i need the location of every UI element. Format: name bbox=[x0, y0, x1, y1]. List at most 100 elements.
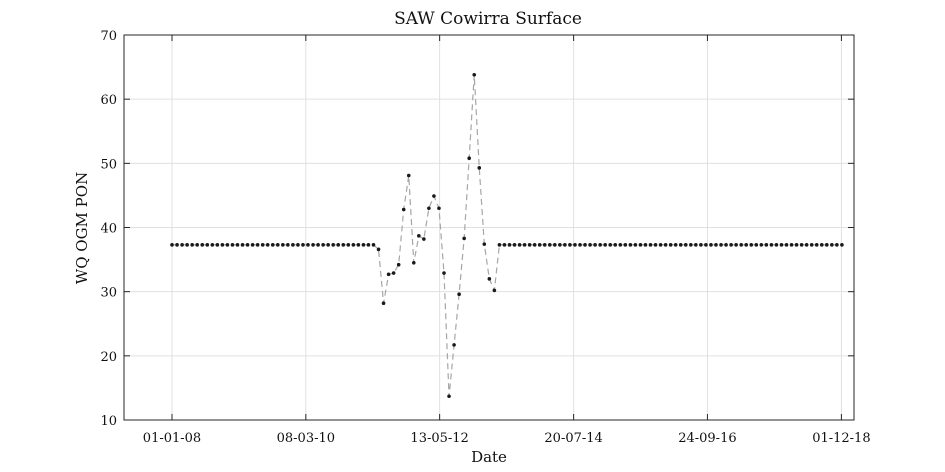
data-point bbox=[331, 243, 336, 247]
data-point bbox=[472, 72, 477, 77]
data-point bbox=[240, 243, 245, 247]
data-point bbox=[714, 243, 718, 247]
data-point bbox=[699, 243, 703, 247]
y-tick-label: 50 bbox=[100, 157, 117, 172]
data-point bbox=[633, 243, 638, 247]
data-point bbox=[598, 243, 602, 247]
data-point bbox=[563, 243, 567, 247]
data-point bbox=[427, 206, 431, 211]
data-point bbox=[507, 243, 512, 247]
data-point bbox=[537, 243, 542, 247]
data-point bbox=[260, 243, 265, 247]
data-point bbox=[653, 243, 658, 247]
data-point bbox=[462, 236, 466, 241]
y-tick-label: 30 bbox=[100, 286, 117, 301]
data-point bbox=[235, 243, 240, 247]
data-point bbox=[286, 243, 290, 247]
x-tick-label: 24-09-16 bbox=[678, 431, 736, 446]
data-point bbox=[447, 394, 451, 399]
data-point bbox=[175, 243, 179, 247]
data-point bbox=[452, 343, 456, 347]
data-point bbox=[673, 243, 678, 247]
data-point bbox=[553, 243, 557, 247]
data-point bbox=[336, 243, 341, 247]
data-point bbox=[381, 301, 386, 306]
data-point bbox=[769, 243, 774, 247]
data-point bbox=[729, 243, 733, 247]
data-point bbox=[311, 243, 315, 247]
data-point bbox=[613, 243, 618, 247]
data-point bbox=[376, 247, 381, 252]
data-point bbox=[744, 243, 749, 247]
data-point bbox=[583, 243, 587, 247]
data-point bbox=[492, 288, 497, 293]
data-point bbox=[522, 243, 527, 247]
data-point bbox=[396, 262, 401, 267]
data-point bbox=[356, 243, 361, 247]
data-point bbox=[517, 243, 522, 247]
data-point bbox=[255, 243, 260, 247]
data-point bbox=[306, 243, 310, 247]
x-tick-label: 01-01-08 bbox=[143, 431, 201, 446]
data-point bbox=[316, 243, 320, 247]
data-point bbox=[361, 243, 366, 247]
data-point bbox=[170, 243, 174, 247]
data-point bbox=[779, 243, 784, 247]
data-point bbox=[840, 243, 844, 247]
data-point bbox=[759, 243, 764, 247]
data-point bbox=[809, 243, 814, 247]
data-point bbox=[709, 243, 713, 247]
data-point bbox=[764, 243, 769, 247]
data-point bbox=[668, 243, 673, 247]
data-point bbox=[558, 243, 562, 247]
x-tick-label: 01-12-18 bbox=[812, 431, 870, 446]
data-point bbox=[814, 243, 819, 247]
data-point bbox=[417, 234, 421, 238]
data-point bbox=[180, 243, 184, 247]
data-point bbox=[210, 243, 215, 247]
data-point bbox=[643, 243, 648, 247]
data-point bbox=[618, 243, 623, 247]
data-point bbox=[704, 243, 708, 247]
data-point bbox=[477, 166, 482, 170]
data-point bbox=[694, 243, 698, 247]
data-point bbox=[457, 292, 461, 297]
data-point bbox=[804, 243, 809, 247]
data-point bbox=[799, 243, 804, 247]
data-point bbox=[351, 243, 356, 247]
data-point bbox=[442, 271, 446, 275]
x-axis-label: Date bbox=[471, 448, 507, 466]
data-point bbox=[739, 243, 743, 247]
data-point bbox=[326, 243, 330, 247]
data-point bbox=[406, 173, 411, 178]
data-point bbox=[547, 243, 552, 247]
data-point bbox=[608, 243, 613, 247]
x-tick-label: 08-03-10 bbox=[277, 431, 335, 446]
data-point bbox=[321, 243, 325, 247]
data-point bbox=[719, 243, 723, 247]
data-point bbox=[220, 243, 225, 247]
data-point bbox=[195, 243, 199, 247]
data-point bbox=[588, 243, 592, 247]
y-tick-label: 70 bbox=[100, 29, 117, 44]
data-point bbox=[270, 243, 275, 247]
data-point bbox=[568, 243, 572, 247]
data-point bbox=[835, 243, 839, 247]
data-point bbox=[784, 243, 789, 247]
data-point bbox=[794, 243, 799, 247]
data-point bbox=[819, 243, 824, 247]
data-point bbox=[265, 243, 270, 247]
data-point bbox=[754, 243, 759, 247]
data-series bbox=[170, 72, 844, 399]
x-tick-label: 20-07-14 bbox=[544, 431, 602, 446]
y-tick-label: 60 bbox=[100, 93, 117, 108]
data-point bbox=[603, 243, 607, 247]
data-point bbox=[663, 243, 668, 247]
data-point bbox=[623, 243, 628, 247]
data-point bbox=[830, 243, 834, 247]
data-point bbox=[734, 243, 738, 247]
series-line bbox=[172, 74, 842, 397]
data-point bbox=[502, 243, 507, 247]
data-point bbox=[432, 194, 436, 198]
